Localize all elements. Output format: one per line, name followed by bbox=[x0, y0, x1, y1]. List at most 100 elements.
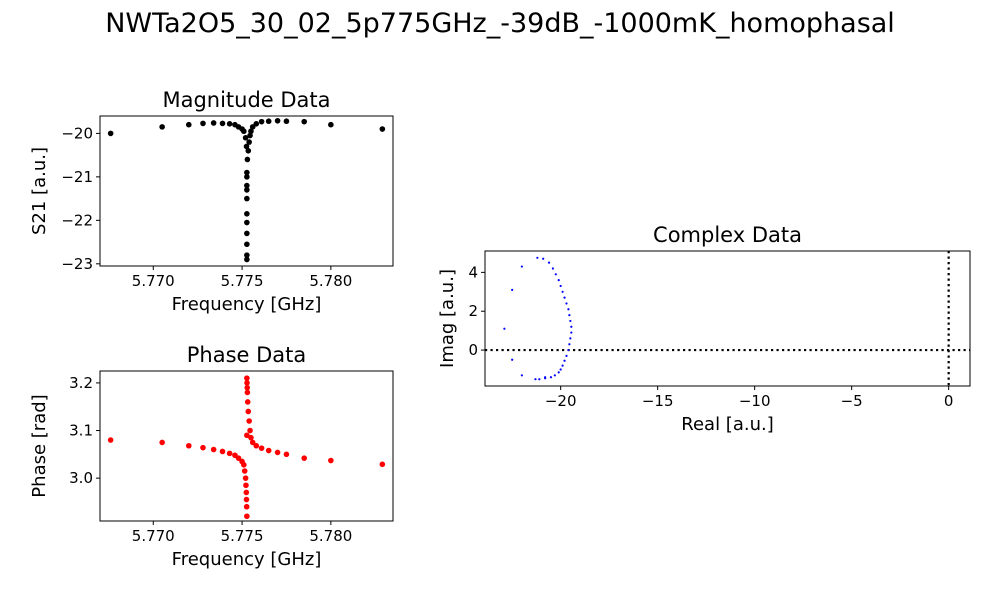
phase-point bbox=[283, 451, 290, 458]
phase-point bbox=[244, 375, 250, 381]
complex-ytick-label: 4 bbox=[468, 263, 478, 281]
magnitude-ytick-label: −20 bbox=[61, 124, 93, 142]
complex-title: Complex Data bbox=[653, 223, 802, 247]
phase-point bbox=[253, 442, 260, 449]
phase-xlabel: Frequency [GHz] bbox=[172, 549, 322, 570]
magnitude-point bbox=[107, 130, 114, 137]
complex-xlabel: Real [a.u.] bbox=[681, 414, 773, 435]
phase-frame bbox=[99, 370, 394, 522]
magnitude-point bbox=[244, 182, 250, 189]
magnitude-point bbox=[244, 174, 250, 180]
complex-xtick-label: −5 bbox=[841, 392, 863, 410]
magnitude-point bbox=[328, 121, 334, 128]
phase-point bbox=[241, 468, 248, 474]
magnitude-title: Magnitude Data bbox=[162, 88, 330, 112]
magnitude-point bbox=[243, 143, 250, 150]
figure-title: NWTa2O5_30_02_5p775GHz_-39dB_-1000mK_hom… bbox=[105, 8, 895, 39]
magnitude-point bbox=[248, 128, 254, 135]
magnitude-point bbox=[258, 118, 265, 125]
magnitude-point bbox=[185, 121, 192, 128]
complex-point bbox=[559, 368, 562, 371]
complex-point bbox=[559, 284, 562, 288]
complex-frame bbox=[484, 250, 971, 387]
phase-xtick-label: 5.770 bbox=[132, 527, 175, 545]
complex-point bbox=[520, 265, 523, 268]
magnitude-point bbox=[244, 211, 250, 217]
magnitude-point bbox=[226, 121, 233, 127]
phase-point bbox=[244, 432, 250, 439]
complex-axes: −20 −15 −10 −5 0 0 2 4 Complex Data Real [a.u.] Im… bbox=[437, 223, 971, 435]
phase-point bbox=[244, 389, 251, 396]
phase-point bbox=[301, 455, 308, 461]
phase-point bbox=[258, 445, 265, 451]
magnitude-point bbox=[219, 120, 226, 127]
phase-point bbox=[243, 482, 249, 489]
complex-point bbox=[563, 296, 566, 299]
complex-point bbox=[561, 364, 564, 367]
phase-point bbox=[244, 399, 251, 405]
complex-point bbox=[544, 377, 547, 380]
phase-point bbox=[245, 408, 252, 415]
complex-point bbox=[569, 319, 572, 323]
complex-xtick-label: 0 bbox=[944, 392, 954, 410]
magnitude-point bbox=[274, 117, 281, 124]
magnitude-point bbox=[244, 252, 250, 258]
phase-point bbox=[265, 447, 272, 454]
phase-point bbox=[185, 442, 192, 449]
complex-point bbox=[565, 354, 568, 357]
complex-point bbox=[565, 302, 568, 305]
magnitude-point bbox=[246, 139, 252, 145]
complex-xtick-label: −10 bbox=[739, 392, 771, 410]
magnitude-point bbox=[244, 219, 250, 226]
magnitude-point bbox=[244, 195, 250, 202]
complex-point bbox=[568, 314, 571, 317]
complex-point bbox=[557, 279, 560, 282]
phase-axes: 5.770 5.775 5.780 3.0 3.1 3.2 Phase Data Freque… bbox=[29, 343, 394, 570]
magnitude-xlabel: Frequency [GHz] bbox=[172, 294, 322, 315]
magnitude-point bbox=[200, 120, 206, 127]
phase-point bbox=[379, 461, 386, 468]
complex-point bbox=[570, 325, 573, 328]
complex-ylabel: Imag [a.u.] bbox=[437, 269, 458, 368]
complex-point bbox=[563, 359, 566, 362]
complex-point bbox=[511, 288, 514, 291]
complex-point bbox=[534, 378, 537, 381]
complex-point bbox=[511, 358, 514, 361]
complex-xtick-label: −20 bbox=[545, 392, 577, 410]
phase-point bbox=[244, 513, 250, 520]
magnitude-point bbox=[379, 126, 386, 132]
phase-point bbox=[159, 439, 165, 446]
phase-point bbox=[226, 450, 233, 457]
phase-point bbox=[243, 489, 250, 496]
magnitude-ytick-label: −22 bbox=[61, 211, 93, 229]
phase-point bbox=[248, 434, 254, 441]
complex-point bbox=[569, 337, 572, 340]
phase-point bbox=[328, 457, 334, 464]
phase-point bbox=[107, 437, 114, 443]
phase-point bbox=[244, 380, 250, 386]
phase-point bbox=[210, 446, 217, 453]
complex-ytick-label: 2 bbox=[468, 302, 478, 320]
magnitude-ytick-label: −23 bbox=[61, 255, 93, 273]
magnitude-frame bbox=[99, 115, 394, 267]
magnitude-axes: 5.770 5.775 5.780 −23 −22 −21 −20 Magnitude Dat… bbox=[29, 88, 394, 315]
complex-xtick-label: −15 bbox=[642, 392, 674, 410]
complex-point bbox=[538, 378, 541, 381]
complex-point bbox=[554, 273, 557, 276]
magnitude-ylabel: S21 [a.u.] bbox=[29, 147, 50, 235]
phase-ytick-label: 3.1 bbox=[69, 422, 93, 440]
phase-point bbox=[247, 427, 253, 434]
phase-xtick-label: 5.780 bbox=[309, 527, 352, 545]
magnitude-point bbox=[241, 128, 247, 135]
magnitude-point bbox=[265, 118, 272, 125]
magnitude-ytick-label: −21 bbox=[61, 168, 93, 186]
complex-point bbox=[542, 257, 545, 260]
phase-title: Phase Data bbox=[187, 343, 307, 367]
phase-ytick-label: 3.0 bbox=[69, 469, 93, 487]
magnitude-point bbox=[244, 230, 250, 237]
magnitude-point bbox=[159, 124, 165, 130]
magnitude-point bbox=[244, 169, 250, 176]
phase-point bbox=[274, 449, 281, 456]
complex-point bbox=[551, 267, 555, 270]
complex-point bbox=[557, 371, 560, 374]
